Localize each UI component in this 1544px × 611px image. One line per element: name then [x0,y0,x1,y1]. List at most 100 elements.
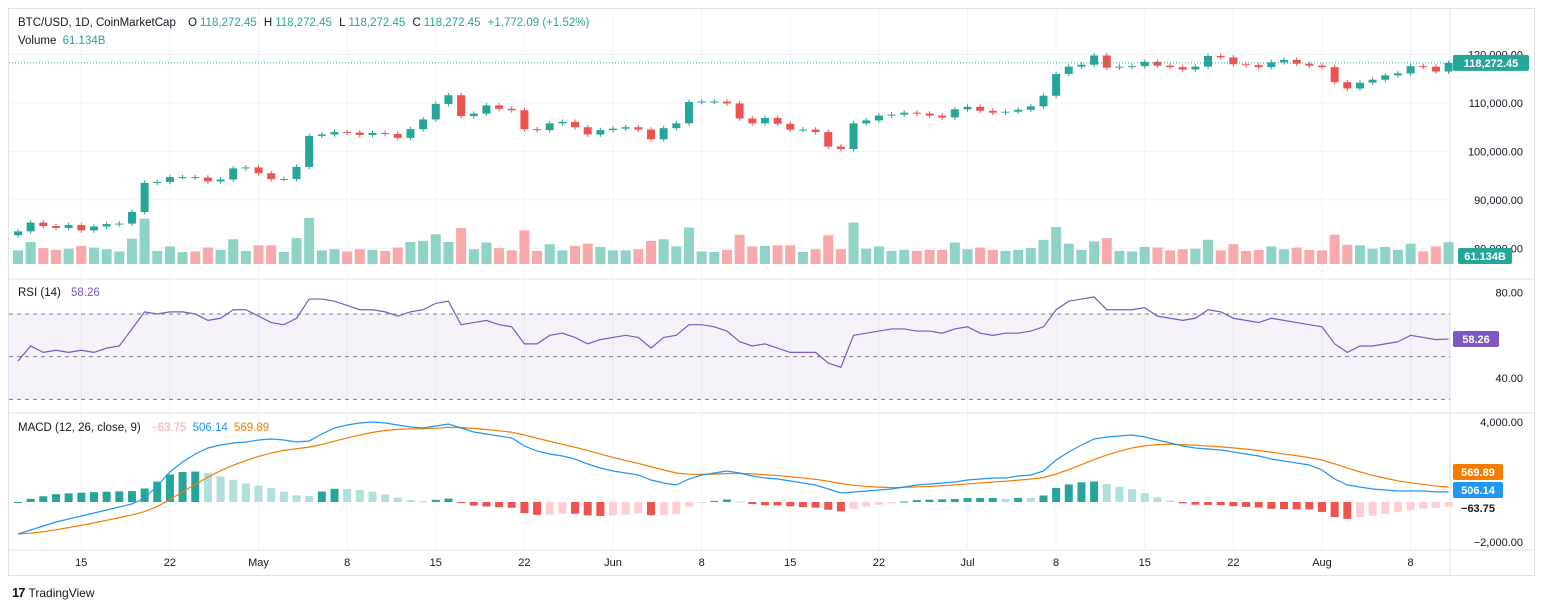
volume-bar [1342,244,1353,264]
candle-body [862,120,871,124]
candle-body [1419,66,1428,68]
volume-bar [810,249,821,264]
macd-label[interactable]: MACD (12, 26, close, 9) [18,422,141,434]
tradingview-branding[interactable]: 17 TradingView [12,585,95,600]
rsi-bands [9,313,1450,400]
candle-body [697,101,706,103]
candle-body [634,127,643,130]
candle-body [1431,66,1440,72]
volume-bar [861,248,872,264]
macd-histogram-bar [1102,483,1111,502]
macd-histogram-bar [748,502,757,505]
macd-histogram-bar [292,495,301,502]
macd-histogram-bar [672,502,681,514]
candle-body [950,109,959,118]
macd-histogram-bar [988,498,997,502]
volume-bar [1253,249,1264,264]
candle-body [267,173,276,180]
macd-histogram-bar [1064,484,1073,502]
volume-bar [1367,248,1378,264]
candle-body [786,123,795,130]
candle-body [406,129,415,138]
volume-bar [1392,249,1403,264]
macd-histogram-bar [571,502,580,514]
candle-body [77,225,86,231]
candle-body [1115,66,1124,68]
symbol-label[interactable]: BTC/USD, 1D, CoinMarketCap [18,17,176,29]
macd-histogram-bar [583,502,592,516]
x-tick-label: Jul [960,557,974,569]
macd-histogram-bar [1115,486,1124,502]
volume-bar [1101,238,1112,264]
volume-bar [519,230,530,264]
candle-body [849,123,858,149]
volume-bar [114,251,125,264]
macd-histogram-bar [1039,495,1048,502]
x-tick-label: May [248,557,269,569]
macd-histogram-bar [1368,502,1377,516]
volume-bar [696,251,707,264]
macd-histogram-bar [89,492,98,502]
x-tick-label: 15 [430,557,442,569]
close-value: 118,272.45 [423,17,481,29]
candle-body [1229,57,1238,65]
macd-histogram-bar [697,502,706,503]
rsi-label[interactable]: RSI (14) [18,287,61,299]
volume-bar [608,250,619,264]
volume-bar [1241,250,1252,264]
macd-histogram-bar [51,494,60,502]
x-tick-label: 8 [344,557,350,569]
macd-histogram-bar [495,502,504,508]
macd-histogram-bar [1153,497,1162,502]
candle-body [836,146,845,149]
macd-histogram-bar [824,502,833,510]
x-tick-label: 22 [873,557,885,569]
macd-histogram-bar [1242,502,1251,507]
macd-histogram-bar [1191,502,1200,505]
volume-bar [354,249,365,264]
macd-histogram-bar [659,502,668,515]
macd-histogram-bar [1381,502,1390,514]
candle-body [672,123,681,129]
volume-bar [620,250,631,264]
candle-body [1216,55,1225,58]
candle-body [1153,61,1162,66]
candle-body [507,108,516,111]
volume-bar [1063,243,1074,264]
macd-histogram-bar [976,498,985,502]
x-tick-label: 15 [784,557,796,569]
x-tick-label: 15 [1139,557,1151,569]
candle-body [520,110,529,130]
volume-bar [468,249,479,264]
candle-body [1128,66,1137,68]
macd-histogram-bar [469,502,478,506]
volume-bar [1291,247,1302,264]
volume-bar [1418,251,1429,264]
macd-histogram-bar [1052,488,1061,502]
macd-histogram-bar [457,502,466,503]
volume-bar [1443,242,1454,264]
candle-body [1280,59,1288,63]
macd-histogram-bar [178,471,187,502]
candle-body [900,112,909,115]
volume-bar [443,242,454,264]
volume-badge-label: 61.134B [1464,251,1506,263]
volume-bar [1000,250,1011,264]
candle-body [292,166,301,180]
candle-body [368,133,377,135]
macd-histogram-bar [596,502,605,516]
volume-bar [215,249,226,264]
candle-body [14,231,22,236]
candle-body [1204,55,1213,67]
macd-histogram-bar [1431,502,1440,508]
volume-legend: Volume 61.134B [18,35,108,47]
candle-body [760,117,769,124]
macd-histogram-bar [862,502,871,507]
volume-bar [823,235,834,264]
volume-label[interactable]: Volume [18,35,57,47]
macd-histogram-bar [115,491,124,502]
macd-histogram-bar [621,502,630,515]
volume-bar [456,228,467,264]
